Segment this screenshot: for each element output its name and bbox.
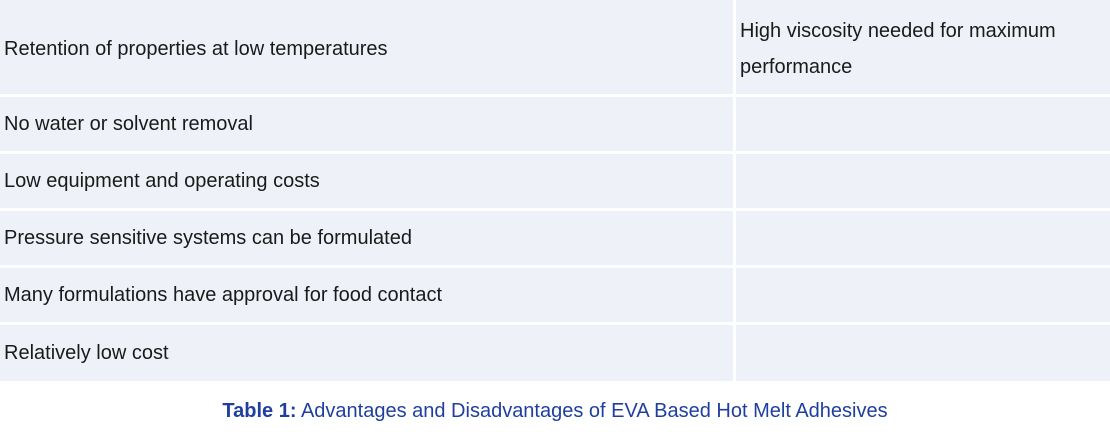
advantage-cell: Many formulations have approval for food… [0,268,736,325]
table-row: No water or solvent removal [0,97,1110,154]
disadvantage-cell [736,154,1110,211]
caption-text: Advantages and Disadvantages of EVA Base… [296,400,888,422]
advantage-cell: Relatively low cost [0,325,736,381]
caption-label: Table 1: [222,400,297,422]
advantages-disadvantages-table: Retention of properties at low temperatu… [0,0,1110,381]
table-row: Retention of properties at low temperatu… [0,0,1110,97]
table-row: Pressure sensitive systems can be formul… [0,211,1110,268]
advantage-cell: Retention of properties at low temperatu… [0,0,736,97]
table-row: Relatively low cost [0,325,1110,381]
disadvantage-cell [736,211,1110,268]
disadvantage-cell [736,97,1110,154]
advantage-cell: Pressure sensitive systems can be formul… [0,211,736,268]
disadvantage-cell [736,268,1110,325]
disadvantage-cell: High viscosity needed for maximum perfor… [736,0,1110,97]
disadvantage-cell [736,325,1110,381]
table-row: Low equipment and operating costs [0,154,1110,211]
advantage-cell: No water or solvent removal [0,97,736,154]
table-caption: Table 1: Advantages and Disadvantages of… [0,396,1110,426]
table-row: Many formulations have approval for food… [0,268,1110,325]
advantage-cell: Low equipment and operating costs [0,154,736,211]
